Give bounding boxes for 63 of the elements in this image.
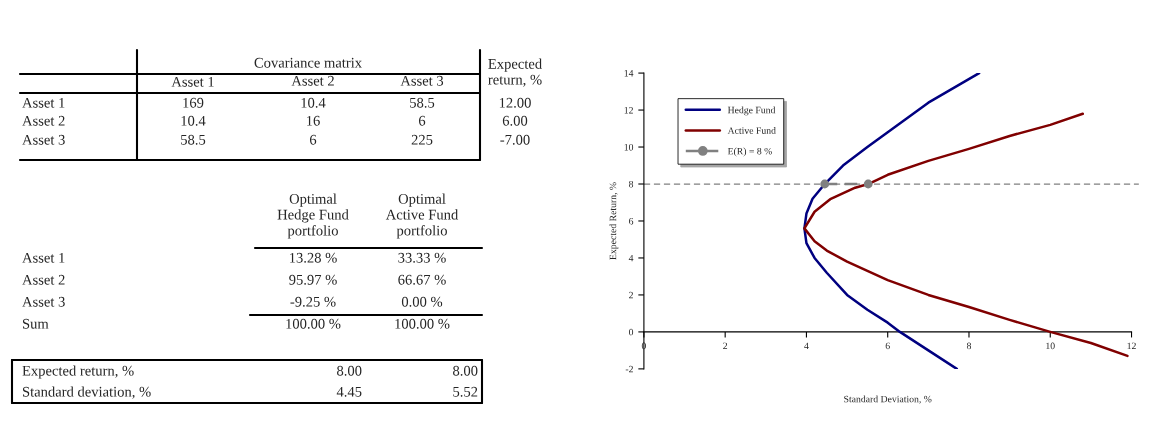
text: Expected return, % [22, 365, 134, 379]
text: 16 [306, 115, 320, 126]
y-tick-label: -2 [625, 365, 633, 373]
text: Asset 1 [22, 97, 65, 108]
x-tick-label: 6 [885, 342, 890, 350]
text: 6 [309, 134, 317, 145]
text: 10.4 [301, 97, 326, 108]
text: 6 [418, 115, 426, 126]
text: Asset 3 [22, 134, 65, 145]
x-tick-label: 8 [966, 342, 972, 350]
y-tick-label: 8 [628, 180, 634, 188]
text: -9.25 % [290, 296, 336, 307]
text: Expected return, % [488, 58, 542, 87]
text: Asset 3 [22, 296, 65, 307]
line-series [803, 73, 981, 369]
text: 169 [183, 97, 204, 108]
text: Asset 1 [171, 76, 214, 87]
text: Optimal Hedge Fund portfolio [277, 193, 349, 239]
text: Asset 2 [22, 115, 65, 126]
text: Asset 2 [291, 75, 334, 86]
y-axis-title: Expected Return, % [609, 182, 619, 260]
text: 58.5 [410, 97, 435, 108]
x-tick-label: 10 [1046, 342, 1055, 350]
text: 33.33 % [398, 252, 446, 263]
y-tick-label: 6 [629, 217, 634, 225]
x-tick-label: 4 [804, 342, 809, 350]
text: Optimal Active Fund portfolio [385, 193, 459, 239]
text: 10.4 [181, 115, 206, 126]
text: 0.00 % [401, 296, 443, 307]
text: 5.52 [453, 386, 478, 397]
text: 8.00 [337, 365, 362, 376]
text: 225 [411, 134, 433, 145]
text: 4.45 [336, 386, 362, 397]
text: Standard deviation, % [22, 386, 151, 399]
y-tick-label: 12 [624, 106, 633, 114]
legend-label: Hedge Fund [727, 106, 776, 116]
x-tick-label: 0 [641, 342, 646, 350]
text: Asset 2 [22, 274, 65, 285]
text: Asset 1 [22, 252, 65, 263]
text: -7.00 [500, 134, 530, 145]
text: 13.28 % [289, 252, 337, 263]
y-tick-label: 10 [624, 143, 634, 151]
legend-label: E(R) = 8 % [727, 147, 772, 157]
text: 58.5 [181, 134, 206, 145]
legend-label: Active Fund [727, 127, 776, 134]
text: 8.00 [453, 365, 478, 376]
text: Sum [22, 318, 49, 329]
y-tick-label: 14 [624, 70, 634, 77]
x-axis-title: Standard Deviation, % [844, 395, 932, 404]
y-tick-label: 0 [628, 328, 634, 336]
text: 100.00 % [395, 318, 450, 329]
x-tick-label: 12 [1127, 342, 1136, 350]
y-tick-label: 2 [629, 291, 633, 299]
text: 12.00 [499, 97, 531, 108]
text: Covariance matrix [254, 57, 362, 68]
text: 6.00 [502, 115, 528, 126]
y-tick-label: 4 [628, 254, 634, 262]
text: 100.00 % [286, 318, 341, 329]
text: Asset 3 [400, 75, 444, 86]
text: 66.67 % [398, 274, 446, 285]
text: 95.97 % [289, 274, 337, 285]
line-series [803, 112, 1129, 358]
x-tick-label: 2 [723, 342, 728, 350]
